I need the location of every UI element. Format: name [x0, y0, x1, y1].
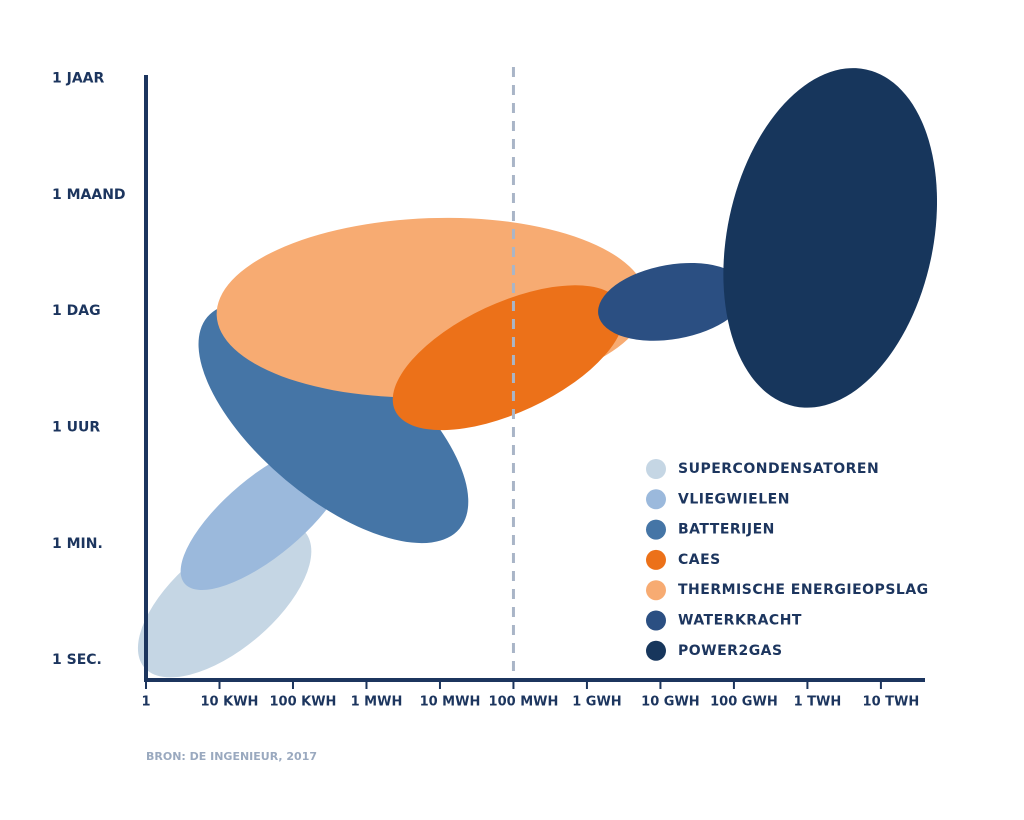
- y-tick-label: 1 DAG: [52, 303, 101, 319]
- region: [598, 262, 747, 341]
- region: [392, 285, 624, 431]
- legend-label: BATTERIJEN: [678, 522, 775, 538]
- x-tick-label: 10 KWH: [201, 695, 259, 710]
- legend-label: THERMISCHE ENERGIEOPSLAG: [678, 582, 929, 598]
- y-tick-label: 1 JAAR: [52, 70, 104, 86]
- legend-swatch: [646, 459, 666, 479]
- legend-label: CAES: [678, 552, 721, 568]
- y-tick-label: 1 MAAND: [52, 187, 126, 203]
- legend-swatch: [646, 489, 666, 510]
- x-tick-label: 100 KWH: [269, 695, 336, 710]
- x-tick-label: 1: [141, 695, 150, 710]
- y-tick-label: 1 SEC.: [52, 652, 102, 668]
- x-tick-label: 1 MWH: [351, 695, 403, 710]
- y-tick-label: 1 MIN.: [52, 536, 103, 552]
- legend-swatch: [646, 549, 666, 570]
- x-tick-label: 1 TWH: [794, 695, 842, 710]
- x-tick-label: 100 GWH: [710, 695, 778, 710]
- legend-label: SUPERCONDENSATOREN: [678, 461, 879, 477]
- x-tick-label: 10 MWH: [420, 695, 481, 710]
- legend-label: POWER2GAS: [678, 643, 783, 659]
- legend-swatch: [646, 519, 666, 540]
- x-tick-label: 100 MWH: [489, 695, 559, 710]
- y-tick-label: 1 UUR: [52, 420, 100, 436]
- source: BRON: DE INGENIEUR, 2017: [146, 750, 317, 763]
- legend-swatch: [646, 610, 666, 631]
- legend-label: WATERKRACHT: [678, 613, 802, 629]
- region: [723, 68, 938, 408]
- x-tick-label: 1 GWH: [572, 695, 621, 710]
- legend-swatch: [646, 640, 666, 661]
- x-tick-label: 10 GWH: [641, 695, 700, 710]
- legend-swatch: [646, 580, 666, 601]
- legend-label: VLIEGWIELEN: [678, 491, 790, 507]
- x-tick-label: 10 TWH: [863, 695, 920, 710]
